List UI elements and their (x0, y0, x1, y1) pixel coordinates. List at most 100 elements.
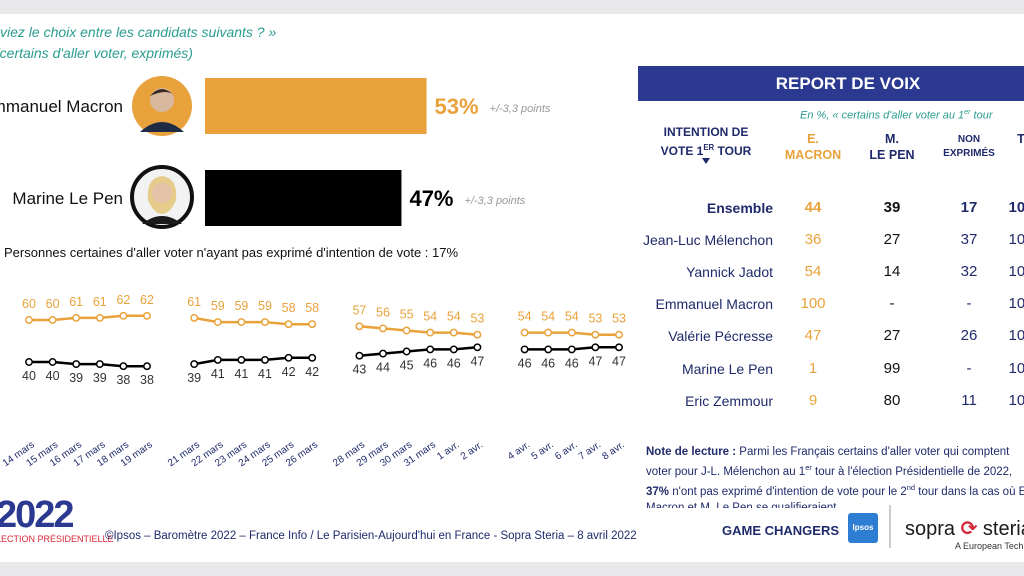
trend-point (213, 355, 222, 364)
cell-value: 9 (808, 392, 818, 409)
column-header: EXPRIMÉS (943, 148, 995, 159)
reading-note-sup: nd (906, 482, 916, 492)
point-label: 57 (352, 303, 366, 317)
trend-point (237, 355, 246, 364)
trend-point (95, 313, 104, 322)
point-label: 61 (187, 295, 201, 309)
cell-value: 14 (883, 263, 901, 280)
point-label: 44 (376, 361, 390, 375)
column-header: T (1017, 132, 1024, 146)
trend-point (72, 313, 81, 322)
point-label: 55 (400, 308, 414, 322)
point-label: 39 (69, 371, 83, 385)
trend-point (426, 345, 435, 354)
cell-value: 36 (804, 231, 822, 248)
sopra-steria: sopra ⟳ steria (905, 516, 1024, 541)
cell-value: 100 (1008, 360, 1024, 377)
point-label: 38 (140, 373, 154, 387)
point-label: 40 (46, 369, 60, 383)
trend-point (284, 320, 293, 329)
point-label: 53 (612, 312, 626, 326)
reading-note-box: Note de lecture : Parmi les Français cer… (646, 444, 1024, 508)
bar (205, 78, 427, 134)
trend-point (284, 353, 293, 362)
sort-arrow (702, 158, 710, 164)
trend-point (308, 353, 317, 362)
cell-value: 100 (1008, 231, 1024, 248)
point-label: 46 (565, 356, 579, 370)
trend-point (520, 345, 529, 354)
trend-point (119, 362, 128, 371)
trend-point (520, 328, 529, 337)
point-label: 41 (258, 367, 272, 381)
lepen-portrait (130, 165, 194, 229)
point-label: 41 (234, 367, 248, 381)
cell-value: 44 (804, 199, 822, 216)
point-label: 45 (400, 359, 414, 373)
cell-value: 100 (1008, 392, 1024, 409)
reading-note-text: Parmi les Français certains d'aller vote… (646, 446, 1010, 478)
trend-point (237, 318, 246, 327)
row-header-line2-text: VOTE 1 (660, 144, 704, 158)
cell-value: 1 (808, 360, 818, 377)
trend-point (190, 313, 199, 322)
point-label: 47 (588, 354, 602, 368)
cell-value: 27 (883, 327, 901, 344)
question: viez le choix entre les candidats suivan… (0, 24, 277, 40)
point-label: 61 (69, 295, 83, 309)
cell-value: 100 (800, 295, 826, 312)
cell-value: 17 (960, 199, 978, 216)
trend-point (591, 343, 600, 352)
point-label: 38 (116, 373, 130, 387)
point-label: 58 (305, 301, 319, 315)
report-subtitle: En %, « certains d'aller voter au 1er to… (800, 108, 993, 122)
trend-point (213, 318, 222, 327)
point-label: 62 (116, 293, 130, 307)
point-label: 54 (518, 310, 532, 324)
trend-point (567, 345, 576, 354)
point-label: 42 (282, 365, 296, 379)
row-header-line2: VOTE 1ER TOUR (661, 140, 752, 159)
cell-value: 80 (883, 392, 901, 409)
reading-note-text: tour à l'élection Présidentielle de 2022… (811, 465, 1013, 478)
point-label: 47 (612, 354, 626, 368)
cell-value: - (889, 295, 895, 312)
trend-point (355, 322, 364, 331)
trend-point (143, 362, 151, 371)
top-strip (0, 0, 1024, 14)
cell-value: 100 (1008, 327, 1024, 344)
trend-point (402, 326, 411, 335)
point-label: 41 (211, 367, 225, 381)
trend-point (261, 355, 269, 364)
cell-value: 26 (960, 327, 978, 344)
trend-point (591, 330, 600, 339)
point-label: 54 (565, 310, 579, 324)
logo-caption: ÉLECTION PRÉSIDENTIELLE (0, 534, 114, 544)
cell-value: 47 (804, 327, 822, 344)
reading-note-bold: 37% (646, 485, 670, 498)
row-header: INTENTION DE VOTE 1ER TOUR (661, 124, 752, 159)
point-label: 59 (234, 299, 248, 313)
point-label: 39 (93, 371, 107, 385)
point-label: 46 (541, 356, 555, 370)
point-label: 54 (541, 310, 555, 324)
report-subtitle-text: En %, « certains d'aller voter au 1 (800, 109, 965, 122)
point-label: 56 (376, 305, 390, 319)
row-label: Jean-Luc Mélenchon (643, 232, 773, 248)
point-label: 54 (447, 310, 461, 324)
trend-point (119, 311, 128, 320)
reading-note-text: n'ont pas exprimé d'intention de vote po… (669, 485, 907, 498)
report-title: REPORT DE VOIX (775, 74, 921, 93)
row-header-sup: ER (703, 143, 715, 152)
column-header: MACRON (784, 148, 842, 162)
column-header: LE PEN (869, 148, 915, 162)
logo-year: 2022 (0, 494, 75, 536)
trend-point (544, 345, 553, 354)
trend-point (426, 328, 435, 337)
cell-value: - (966, 360, 972, 377)
candidate-name: Marine Le Pen (12, 189, 123, 208)
cell-value: 100 (1008, 263, 1024, 280)
abstention-note: Personnes certaines d'aller voter n'ayan… (4, 245, 459, 260)
